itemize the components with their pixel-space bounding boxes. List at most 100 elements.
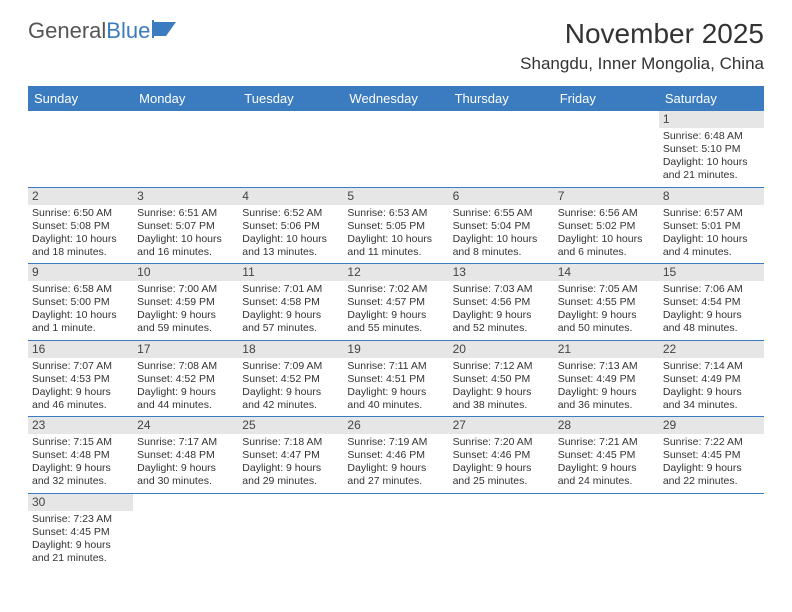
daylight-text: Daylight: 9 hours and 36 minutes. xyxy=(558,386,655,412)
day-content: Sunrise: 6:52 AMSunset: 5:06 PMDaylight:… xyxy=(238,205,343,264)
day-number: 16 xyxy=(28,341,133,358)
day-content: Sunrise: 7:08 AMSunset: 4:52 PMDaylight:… xyxy=(133,358,238,417)
day-number: 17 xyxy=(133,341,238,358)
day-cell: 6Sunrise: 6:55 AMSunset: 5:04 PMDaylight… xyxy=(449,188,554,264)
day-cell: 1Sunrise: 6:48 AMSunset: 5:10 PMDaylight… xyxy=(659,111,764,187)
day-content: Sunrise: 7:09 AMSunset: 4:52 PMDaylight:… xyxy=(238,358,343,417)
day-cell: 3Sunrise: 6:51 AMSunset: 5:07 PMDaylight… xyxy=(133,188,238,264)
day-cell xyxy=(554,494,659,570)
day-cell: 16Sunrise: 7:07 AMSunset: 4:53 PMDayligh… xyxy=(28,341,133,417)
day-number: 15 xyxy=(659,264,764,281)
sunset-text: Sunset: 5:10 PM xyxy=(663,143,760,156)
day-cell: 23Sunrise: 7:15 AMSunset: 4:48 PMDayligh… xyxy=(28,417,133,493)
day-cell: 13Sunrise: 7:03 AMSunset: 4:56 PMDayligh… xyxy=(449,264,554,340)
day-cell xyxy=(449,494,554,570)
day-content: Sunrise: 6:53 AMSunset: 5:05 PMDaylight:… xyxy=(343,205,448,264)
day-content: Sunrise: 7:01 AMSunset: 4:58 PMDaylight:… xyxy=(238,281,343,340)
sunset-text: Sunset: 4:59 PM xyxy=(137,296,234,309)
daylight-text: Daylight: 9 hours and 32 minutes. xyxy=(32,462,129,488)
day-content: Sunrise: 7:17 AMSunset: 4:48 PMDaylight:… xyxy=(133,434,238,493)
day-cell: 22Sunrise: 7:14 AMSunset: 4:49 PMDayligh… xyxy=(659,341,764,417)
sunrise-text: Sunrise: 6:48 AM xyxy=(663,130,760,143)
sunrise-text: Sunrise: 6:53 AM xyxy=(347,207,444,220)
week-row: 1Sunrise: 6:48 AMSunset: 5:10 PMDaylight… xyxy=(28,111,764,188)
sunrise-text: Sunrise: 7:23 AM xyxy=(32,513,129,526)
title-block: November 2025 Shangdu, Inner Mongolia, C… xyxy=(520,18,764,74)
sunrise-text: Sunrise: 7:06 AM xyxy=(663,283,760,296)
daylight-text: Daylight: 9 hours and 40 minutes. xyxy=(347,386,444,412)
sunset-text: Sunset: 4:48 PM xyxy=(32,449,129,462)
day-cell xyxy=(238,111,343,187)
daylight-text: Daylight: 10 hours and 8 minutes. xyxy=(453,233,550,259)
day-number: 4 xyxy=(238,188,343,205)
day-cell xyxy=(449,111,554,187)
day-cell: 4Sunrise: 6:52 AMSunset: 5:06 PMDaylight… xyxy=(238,188,343,264)
sunset-text: Sunset: 5:02 PM xyxy=(558,220,655,233)
sunrise-text: Sunrise: 7:22 AM xyxy=(663,436,760,449)
day-header-cell: Wednesday xyxy=(343,86,448,111)
day-content: Sunrise: 6:55 AMSunset: 5:04 PMDaylight:… xyxy=(449,205,554,264)
daylight-text: Daylight: 9 hours and 34 minutes. xyxy=(663,386,760,412)
sunrise-text: Sunrise: 7:11 AM xyxy=(347,360,444,373)
day-number: 12 xyxy=(343,264,448,281)
daylight-text: Daylight: 9 hours and 46 minutes. xyxy=(32,386,129,412)
day-number: 9 xyxy=(28,264,133,281)
daylight-text: Daylight: 9 hours and 24 minutes. xyxy=(558,462,655,488)
daylight-text: Daylight: 10 hours and 1 minute. xyxy=(32,309,129,335)
sunrise-text: Sunrise: 7:19 AM xyxy=(347,436,444,449)
day-cell: 17Sunrise: 7:08 AMSunset: 4:52 PMDayligh… xyxy=(133,341,238,417)
daylight-text: Daylight: 9 hours and 38 minutes. xyxy=(453,386,550,412)
day-content: Sunrise: 6:57 AMSunset: 5:01 PMDaylight:… xyxy=(659,205,764,264)
day-number: 10 xyxy=(133,264,238,281)
day-number: 14 xyxy=(554,264,659,281)
sunset-text: Sunset: 4:45 PM xyxy=(663,449,760,462)
day-cell: 18Sunrise: 7:09 AMSunset: 4:52 PMDayligh… xyxy=(238,341,343,417)
weeks-container: 1 Sunrise: 6:48 AMSunset: 5:10 PM Daylight… xyxy=(28,111,764,569)
daylight-text: Daylight: 9 hours and 30 minutes. xyxy=(137,462,234,488)
sunset-text: Sunset: 4:45 PM xyxy=(32,526,129,539)
week-row: 16Sunrise: 7:07 AMSunset: 4:53 PMDayligh… xyxy=(28,341,764,418)
day-content: Sunrise: 6:50 AMSunset: 5:08 PMDaylight:… xyxy=(28,205,133,264)
sunset-text: Sunset: 4:46 PM xyxy=(347,449,444,462)
sunrise-text: Sunrise: 7:13 AM xyxy=(558,360,655,373)
day-header-row: SundayMondayTuesdayWednesdayThursdayFrid… xyxy=(28,86,764,111)
day-content: Sunrise: 7:11 AMSunset: 4:51 PMDaylight:… xyxy=(343,358,448,417)
sunset-text: Sunset: 4:56 PM xyxy=(453,296,550,309)
day-cell xyxy=(343,111,448,187)
day-cell: 29Sunrise: 7:22 AMSunset: 4:45 PMDayligh… xyxy=(659,417,764,493)
sunset-text: Sunset: 5:01 PM xyxy=(663,220,760,233)
daylight-text: Daylight: 9 hours and 57 minutes. xyxy=(242,309,339,335)
day-content: Sunrise: 7:15 AMSunset: 4:48 PMDaylight:… xyxy=(28,434,133,493)
day-number: 28 xyxy=(554,417,659,434)
sunset-text: Sunset: 4:52 PM xyxy=(137,373,234,386)
day-header-cell: Sunday xyxy=(28,86,133,111)
day-header-cell: Thursday xyxy=(449,86,554,111)
day-number: 1 xyxy=(659,111,764,128)
daylight-text: Daylight: 10 hours and 13 minutes. xyxy=(242,233,339,259)
day-cell: 25Sunrise: 7:18 AMSunset: 4:47 PMDayligh… xyxy=(238,417,343,493)
day-number: 30 xyxy=(28,494,133,511)
week-row: 23Sunrise: 7:15 AMSunset: 4:48 PMDayligh… xyxy=(28,417,764,494)
day-number: 21 xyxy=(554,341,659,358)
sunrise-text: Sunrise: 7:08 AM xyxy=(137,360,234,373)
day-cell: 28Sunrise: 7:21 AMSunset: 4:45 PMDayligh… xyxy=(554,417,659,493)
sunrise-text: Sunrise: 7:15 AM xyxy=(32,436,129,449)
day-content: Sunrise: 7:05 AMSunset: 4:55 PMDaylight:… xyxy=(554,281,659,340)
day-cell xyxy=(554,111,659,187)
sunrise-text: Sunrise: 7:14 AM xyxy=(663,360,760,373)
week-row: 9Sunrise: 6:58 AMSunset: 5:00 PMDaylight… xyxy=(28,264,764,341)
day-cell: 20Sunrise: 7:12 AMSunset: 4:50 PMDayligh… xyxy=(449,341,554,417)
daylight-text: Daylight: 9 hours and 42 minutes. xyxy=(242,386,339,412)
day-cell xyxy=(133,111,238,187)
sunset-text: Sunset: 5:05 PM xyxy=(347,220,444,233)
day-number: 8 xyxy=(659,188,764,205)
day-number: 24 xyxy=(133,417,238,434)
day-content: Sunrise: 7:21 AMSunset: 4:45 PMDaylight:… xyxy=(554,434,659,493)
sunset-text: Sunset: 4:49 PM xyxy=(558,373,655,386)
sunrise-text: Sunrise: 7:09 AM xyxy=(242,360,339,373)
sunset-text: Sunset: 4:57 PM xyxy=(347,296,444,309)
day-cell: 8Sunrise: 6:57 AMSunset: 5:01 PMDaylight… xyxy=(659,188,764,264)
day-number: 6 xyxy=(449,188,554,205)
day-header-cell: Tuesday xyxy=(238,86,343,111)
day-content: Sunrise: 7:14 AMSunset: 4:49 PMDaylight:… xyxy=(659,358,764,417)
